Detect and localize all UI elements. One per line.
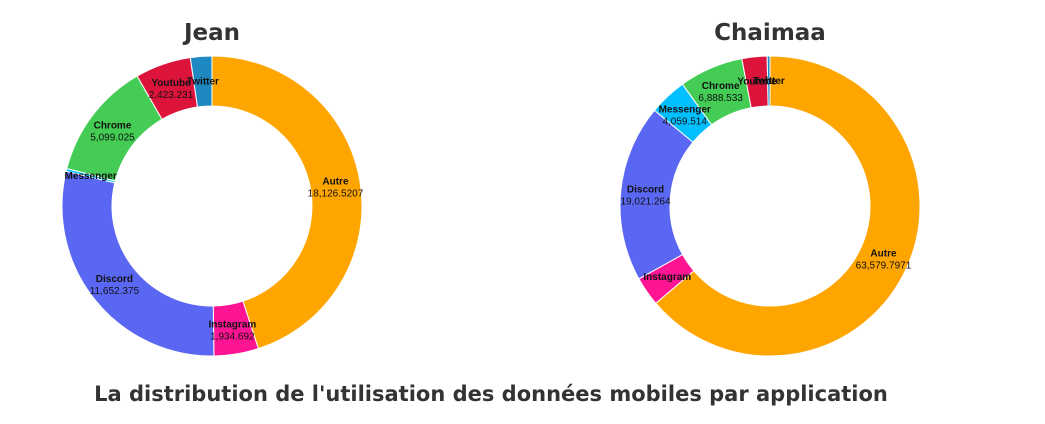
slice-label-discord: Discord <box>96 274 133 285</box>
figure-caption: La distribution de l'utilisation des don… <box>94 382 888 406</box>
slice-value-chrome: 6,888.533 <box>698 93 743 104</box>
slice-label-instagram: Instagram <box>208 319 256 330</box>
slice-label-twitter: Twitter <box>187 76 219 87</box>
slice-value-chrome: 5,099.025 <box>90 132 135 143</box>
slice-label-messenger: Messenger <box>65 171 117 182</box>
slice-value-discord: 11,652.375 <box>90 286 140 297</box>
slice-label-messenger: Messenger <box>659 105 711 116</box>
donut-slice-twitter[interactable] <box>189 55 213 108</box>
slice-label-discord: Discord <box>627 184 664 195</box>
slice-label-chrome: Chrome <box>702 81 740 92</box>
donut-slice-autre[interactable] <box>655 55 921 357</box>
slice-label-chrome: Chrome <box>94 120 132 131</box>
slice-value-discord: 19,021.264 <box>621 196 671 207</box>
chart-title-chaimaa: Chaimaa <box>714 20 826 46</box>
slice-value-messenger: 4,059.514 <box>662 117 707 128</box>
chart-title-jean: Jean <box>183 20 241 46</box>
slice-label-twitter: Twitter <box>753 76 785 87</box>
slice-label-youtube: Youtube <box>737 77 777 88</box>
donut-slice-autre[interactable] <box>211 55 363 350</box>
slice-value-autre: 18,126.5207 <box>308 188 364 199</box>
slice-value-autre: 63,579.7971 <box>856 260 912 271</box>
donut-slice-discord[interactable] <box>61 170 215 357</box>
slice-label-autre: Autre <box>870 248 897 259</box>
slice-value-instagram: 1,934.692 <box>210 331 255 342</box>
slice-label-autre: Autre <box>322 176 349 187</box>
slice-label-youtube: Youtube <box>151 78 191 89</box>
slice-value-youtube: 2,423.231 <box>149 90 194 101</box>
slice-label-instagram: Instagram <box>643 272 691 283</box>
donut-slice-twitter[interactable] <box>766 55 771 107</box>
